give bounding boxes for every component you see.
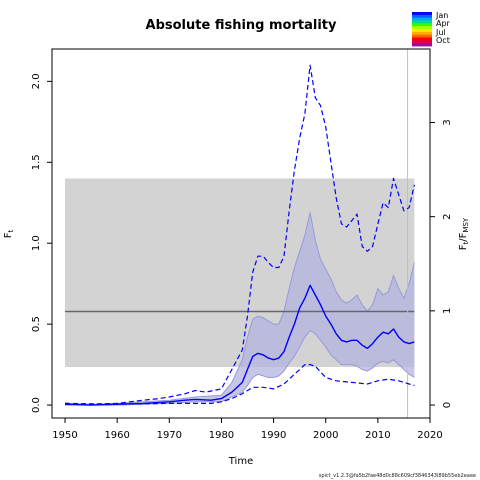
- x-tick-label: 1990: [261, 430, 286, 441]
- legend-swatch: [412, 14, 432, 19]
- y-tick-label-right: 3: [442, 119, 453, 125]
- legend-swatch: [412, 20, 432, 24]
- x-tick-label: 1950: [52, 430, 77, 441]
- month-legend: Jan Apr Jul Oct: [412, 11, 451, 47]
- legend-swatch: [412, 12, 432, 16]
- y-axis-label-right: Ft/FMSY: [458, 217, 470, 250]
- legend-swatch: [412, 34, 432, 38]
- ci-upper-line: [64, 212, 415, 405]
- legend-swatch: [412, 26, 432, 30]
- version-footer: spict_v1.2.3@fa5b2fae48d0c88c609cf384634…: [319, 473, 476, 479]
- legend-swatch: [412, 23, 432, 27]
- y-tick-label-right: 0: [442, 402, 453, 408]
- legend-swatch: [412, 29, 432, 33]
- estimate-ci-band: [65, 212, 415, 406]
- y-tick-label-left: 2.0: [31, 73, 42, 89]
- chart-title: Absolute fishing mortality: [146, 18, 337, 33]
- y-tick-label-left: 1.5: [31, 154, 42, 170]
- legend-swatch: [412, 37, 432, 41]
- legend-label-oct: Oct: [436, 36, 450, 45]
- legend-swatch: [412, 40, 432, 44]
- x-axis-label: Time: [228, 456, 253, 467]
- x-tick-label: 1980: [209, 430, 234, 441]
- legend-label-apr: Apr: [436, 19, 451, 28]
- plot-frame: [51, 48, 431, 419]
- ci-lower-line: [65, 329, 415, 406]
- x-tick-label: 1960: [104, 430, 129, 441]
- legend-label-jul: Jul: [435, 28, 446, 37]
- x-tick-label: 1970: [157, 430, 182, 441]
- x-tick-label: 2000: [313, 430, 338, 441]
- plot-area: [64, 49, 415, 418]
- upper-ci-dashed-line: [64, 64, 415, 405]
- legend-label-jan: Jan: [435, 11, 448, 20]
- lower-ci-dashed-line: [64, 364, 415, 405]
- legend-swatch: [412, 17, 432, 21]
- axes: 1950 1960 1970 1980 1990 2000 2010 2020 0.0 0.5 1.…: [31, 48, 453, 441]
- legend-swatch: [412, 31, 432, 36]
- legend-swatch: [412, 43, 432, 47]
- y-tick-label-right: 1: [442, 308, 453, 314]
- y-axis-label-left: Ft: [3, 229, 15, 238]
- x-tick-label: 2010: [365, 430, 390, 441]
- fishing-mortality-estimate: [64, 284, 415, 406]
- y-tick-label-right: 2: [442, 213, 453, 219]
- x-tick-label: 2020: [417, 430, 442, 441]
- y-tick-label-left: 0.0: [31, 397, 42, 413]
- legend-color-bar: [412, 12, 432, 47]
- y-tick-label-left: 1.0: [31, 235, 42, 251]
- y-tick-label-left: 0.5: [31, 316, 42, 332]
